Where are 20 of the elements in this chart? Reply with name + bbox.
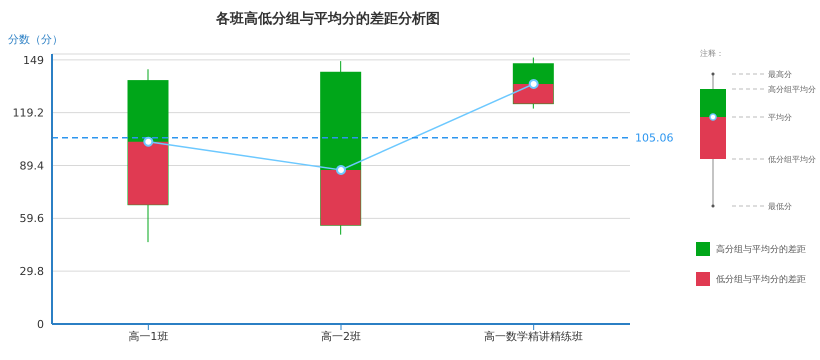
box-key-diagram: 注释： 最高分 高分组平均分 平均分 低分组平均分 最低分	[696, 44, 816, 214]
y-tick-label: 0	[37, 318, 44, 331]
x-tick-label: 高一2班	[321, 330, 361, 343]
y-tick-label: 149	[23, 54, 44, 67]
chart-title: 各班高低分组与平均分的差距分析图	[214, 10, 441, 28]
x-tick-label: 高一数学精讲精练班	[484, 330, 584, 343]
bar	[513, 84, 554, 104]
y-tick-label: 59.6	[20, 212, 44, 226]
y-tick-label: 29.8	[20, 265, 44, 278]
bar	[128, 142, 168, 205]
point	[143, 136, 154, 147]
ref-line-label: 105.06	[635, 132, 674, 145]
legend-label: 高分组与平均分的差距	[716, 244, 806, 256]
bar	[320, 170, 361, 226]
x-tick-label: 高一1班	[128, 330, 168, 343]
legend-label: 低分组与平均分的差距	[716, 274, 806, 286]
y-tick-label: 119.2	[12, 106, 44, 120]
y-axis-title: 分数（分）	[8, 32, 63, 47]
point	[336, 164, 346, 175]
y-tick-label: 89.4	[20, 159, 44, 172]
